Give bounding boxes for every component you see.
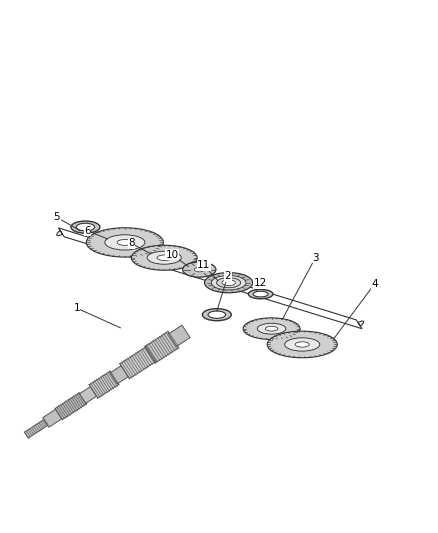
Ellipse shape — [157, 255, 172, 261]
Polygon shape — [79, 386, 97, 403]
Text: 8: 8 — [128, 238, 135, 248]
Polygon shape — [25, 419, 48, 438]
Polygon shape — [57, 228, 364, 329]
Ellipse shape — [147, 251, 181, 264]
Text: 3: 3 — [312, 253, 319, 263]
Ellipse shape — [131, 245, 197, 270]
Text: 4: 4 — [371, 279, 378, 289]
Text: 2: 2 — [224, 271, 231, 281]
Polygon shape — [42, 409, 63, 427]
Text: 1: 1 — [73, 303, 80, 313]
Ellipse shape — [243, 318, 300, 340]
Polygon shape — [55, 393, 87, 419]
Ellipse shape — [186, 262, 213, 274]
Ellipse shape — [285, 338, 320, 351]
Ellipse shape — [71, 221, 100, 233]
Ellipse shape — [76, 223, 95, 231]
Text: 12: 12 — [254, 278, 267, 288]
Polygon shape — [169, 325, 190, 346]
Ellipse shape — [265, 326, 278, 331]
Polygon shape — [110, 365, 129, 384]
Ellipse shape — [105, 235, 145, 250]
Ellipse shape — [205, 273, 253, 293]
Ellipse shape — [257, 324, 286, 334]
Ellipse shape — [222, 280, 235, 286]
Ellipse shape — [117, 239, 133, 245]
Ellipse shape — [211, 276, 246, 290]
Polygon shape — [120, 346, 156, 378]
Ellipse shape — [86, 228, 163, 257]
Ellipse shape — [267, 331, 337, 358]
Polygon shape — [145, 332, 178, 362]
Text: 11: 11 — [197, 260, 210, 270]
Ellipse shape — [183, 262, 216, 277]
Ellipse shape — [253, 291, 268, 297]
Ellipse shape — [216, 278, 241, 288]
Text: 6: 6 — [84, 225, 91, 236]
Ellipse shape — [194, 267, 204, 272]
Text: 10: 10 — [166, 249, 179, 260]
Text: 5: 5 — [53, 213, 60, 222]
Ellipse shape — [248, 289, 273, 299]
Ellipse shape — [202, 309, 231, 321]
Polygon shape — [183, 268, 216, 270]
Polygon shape — [89, 372, 119, 398]
Ellipse shape — [208, 311, 226, 318]
Ellipse shape — [295, 342, 309, 347]
